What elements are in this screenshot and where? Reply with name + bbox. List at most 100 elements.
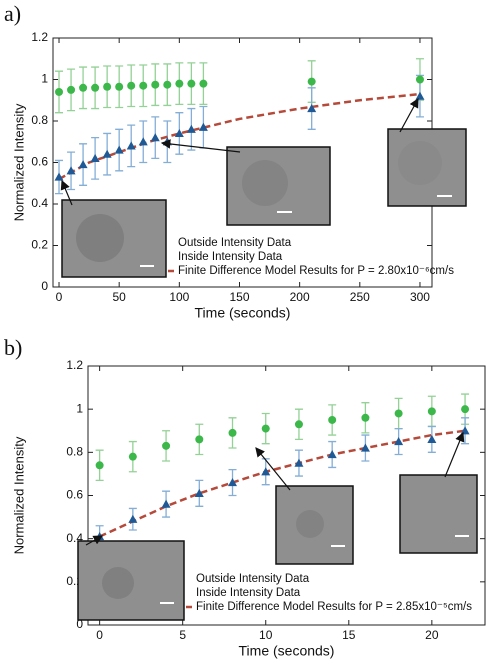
- data-point: [394, 409, 403, 418]
- data-point: [427, 407, 436, 416]
- x-tick-label: 50: [112, 290, 126, 304]
- legend-label: Inside Intensity Data: [196, 587, 301, 599]
- data-point: [415, 75, 424, 84]
- x-tick-label: 10: [259, 628, 273, 642]
- y-tick-label: 0.8: [66, 445, 83, 459]
- inset-circle: [242, 160, 288, 206]
- data-point: [102, 149, 112, 158]
- arrow: [399, 97, 419, 133]
- y-tick-label: 0: [41, 279, 48, 293]
- data-point: [128, 514, 138, 523]
- data-point: [328, 415, 337, 424]
- data-point: [294, 420, 303, 429]
- data-point: [461, 405, 470, 414]
- x-tick-label: 15: [342, 628, 356, 642]
- data-point: [127, 81, 136, 90]
- inset-circle: [76, 214, 124, 262]
- x-tick-label: 20: [425, 628, 439, 642]
- data-point: [78, 160, 88, 169]
- x-axis-label: Time (seconds): [195, 305, 291, 321]
- legend-label: Inside Intensity Data: [178, 251, 283, 263]
- data-point: [187, 79, 196, 88]
- panel-label: b): [4, 335, 22, 360]
- data-point: [126, 141, 136, 150]
- legend-label: Finite Difference Model Results for P = …: [178, 265, 454, 277]
- data-point: [307, 77, 316, 86]
- panel-label: a): [4, 1, 21, 26]
- y-tick-label: 1.2: [31, 30, 48, 44]
- data-point: [198, 122, 208, 131]
- model-line: [58, 92, 421, 181]
- data-point: [394, 437, 404, 446]
- data-point: [174, 128, 184, 138]
- data-point: [162, 441, 171, 450]
- x-tick-label: 200: [290, 290, 310, 304]
- y-axis-label: Normalized Intensity: [11, 436, 26, 554]
- data-point: [103, 82, 112, 91]
- arrow: [444, 431, 465, 478]
- legend-label: Outside Intensity Data: [196, 573, 310, 585]
- data-point: [194, 488, 204, 497]
- y-tick-label: 1: [41, 72, 48, 86]
- arrow: [60, 179, 73, 206]
- data-point: [114, 145, 124, 154]
- y-tick-label: 0.6: [66, 488, 83, 502]
- x-axis-label: Time (seconds): [239, 643, 335, 659]
- data-point: [228, 428, 237, 437]
- arrow: [160, 139, 241, 153]
- y-tick-label: 1: [76, 401, 83, 415]
- model-line: [99, 429, 466, 538]
- data-point: [139, 81, 148, 90]
- data-point: [195, 435, 204, 444]
- x-tick-label: 300: [410, 290, 430, 304]
- x-tick-label: 0: [56, 290, 63, 304]
- arrow: [255, 447, 291, 491]
- arrow: [85, 535, 104, 546]
- y-tick-label: 0.4: [31, 196, 48, 210]
- inset-circle: [296, 510, 324, 538]
- data-point: [163, 80, 172, 89]
- data-point: [66, 166, 76, 175]
- x-tick-label: 100: [169, 290, 189, 304]
- data-point: [115, 82, 124, 91]
- inset-circle: [398, 141, 442, 185]
- y-tick-label: 0.2: [31, 238, 48, 252]
- data-point: [175, 79, 184, 88]
- data-point: [261, 424, 270, 433]
- data-point: [90, 153, 100, 162]
- data-point: [427, 434, 437, 443]
- y-tick-label: 0: [76, 617, 83, 631]
- data-point: [95, 461, 104, 470]
- data-point: [138, 137, 148, 146]
- data-point: [55, 87, 64, 96]
- data-point: [327, 449, 337, 459]
- x-tick-label: 0: [96, 628, 103, 642]
- y-tick-label: 0.6: [31, 155, 48, 169]
- data-point: [307, 104, 317, 113]
- x-tick-label: 250: [350, 290, 370, 304]
- data-point: [261, 467, 271, 476]
- data-point: [228, 478, 238, 487]
- y-tick-label: 0.8: [31, 113, 48, 127]
- data-point: [54, 172, 64, 181]
- data-point: [186, 124, 196, 133]
- data-point: [150, 133, 160, 142]
- data-point: [151, 80, 160, 89]
- inset-image: [399, 474, 478, 554]
- legend-label: Outside Intensity Data: [178, 237, 292, 249]
- data-point: [294, 458, 304, 467]
- insets: [60, 97, 478, 621]
- data-point: [67, 85, 76, 94]
- data-point: [361, 413, 370, 422]
- data-point: [199, 79, 208, 88]
- x-tick-label: 150: [229, 290, 249, 304]
- y-axis-label: Normalized Intensity: [11, 103, 26, 221]
- legend-label: Finite Difference Model Results for P = …: [196, 601, 472, 613]
- data-point: [128, 452, 137, 461]
- data-point: [360, 443, 370, 452]
- y-tick-label: 1.2: [66, 358, 83, 372]
- data-point: [79, 83, 88, 92]
- data-point: [161, 499, 171, 508]
- data-point: [415, 91, 425, 100]
